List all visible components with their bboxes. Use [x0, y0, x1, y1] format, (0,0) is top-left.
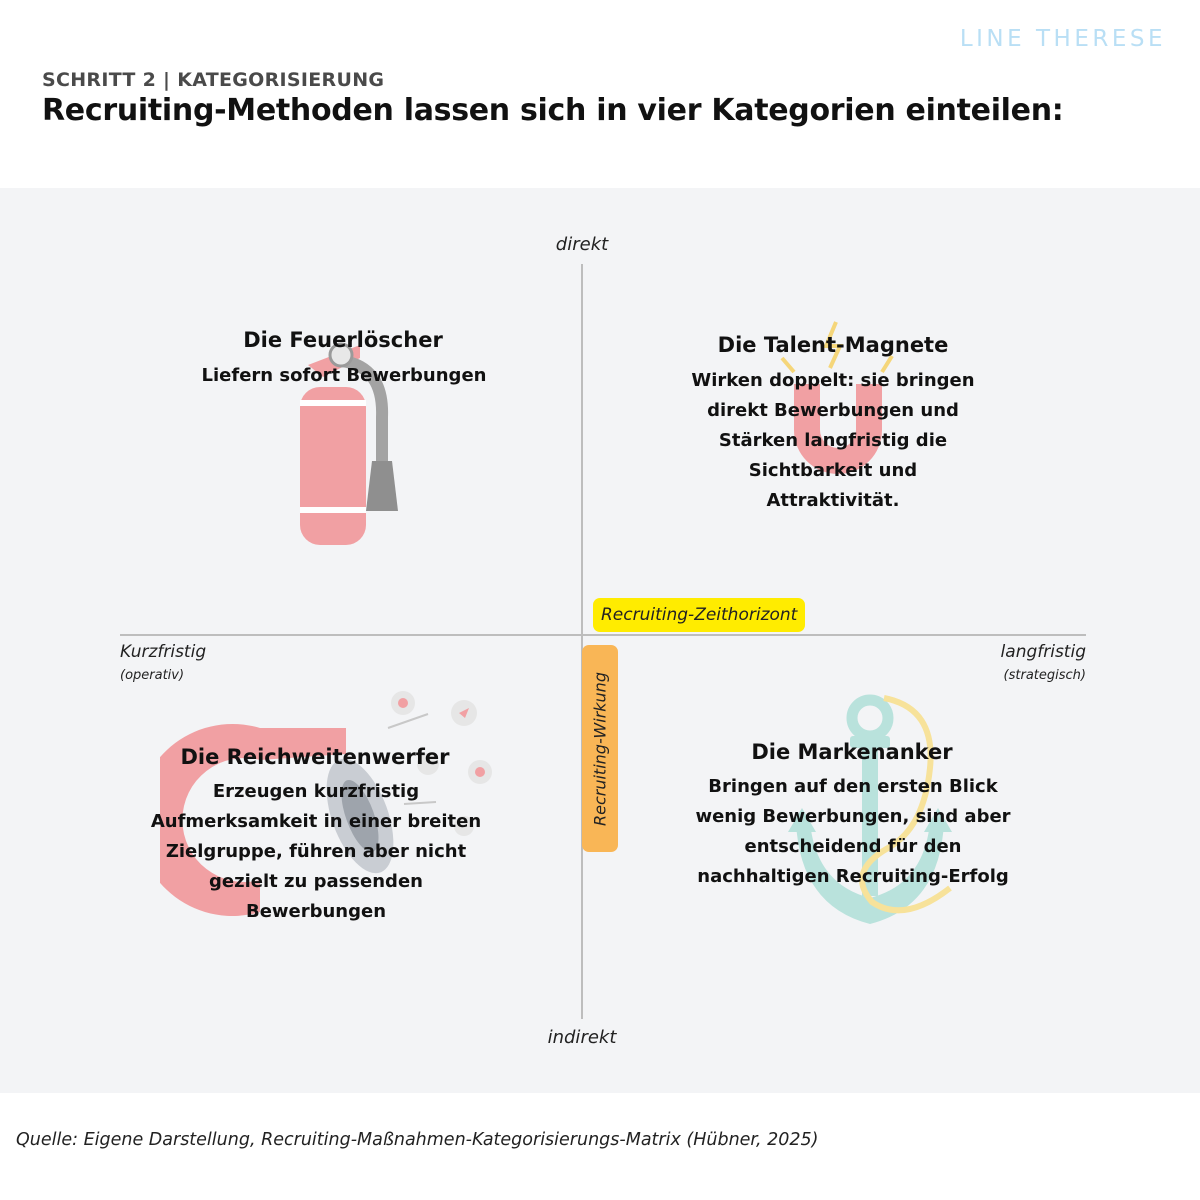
- badge-zeithorizont: Recruiting-Zeithorizont: [593, 598, 806, 632]
- source-note: Quelle: Eigene Darstellung, Recruiting-M…: [16, 1130, 819, 1150]
- axis-label-direkt: direkt: [555, 234, 609, 255]
- quadrant-title-reichweitenwerfer: Die Reichweitenwerfer: [180, 745, 450, 769]
- page-title: Recruiting-Methoden lassen sich in vier …: [42, 93, 1064, 128]
- quadrant-title-feuerloescher: Die Feuerlöscher: [243, 328, 443, 352]
- axis-sublabel-operativ: (operativ): [120, 668, 185, 683]
- quadrant-line: nachhaltigen Recruiting-Erfolg: [697, 866, 1009, 887]
- fire-extinguisher-icon: [300, 342, 398, 545]
- vertical-axis: [581, 264, 583, 1019]
- quadrant-line: entscheidend für den: [744, 836, 962, 857]
- quadrant-text-talent-magnete: Wirken doppelt: sie bringen direkt Bewer…: [643, 366, 1023, 516]
- axis-label-indirekt: indirekt: [547, 1027, 617, 1048]
- badge-wirkung: Recruiting-Wirkung: [582, 645, 618, 852]
- axis-label-langfristig: langfristig: [1000, 642, 1086, 662]
- badge-wirkung-label: Recruiting-Wirkung: [590, 671, 610, 826]
- quadrant-line: direkt Bewerbungen und: [707, 400, 959, 421]
- quadrant-line: Aufmerksamkeit in einer breiten: [150, 811, 482, 832]
- horizontal-axis: [120, 634, 1086, 636]
- quadrant-text-feuerloescher: Liefern sofort Bewerbungen: [154, 361, 534, 391]
- quadrant-line: Liefern sofort Bewerbungen: [201, 365, 487, 386]
- axis-label-kurzfristig: Kurzfristig: [120, 642, 207, 662]
- axis-sublabel-strategisch: (strategisch): [1003, 668, 1086, 683]
- quadrant-line: Bewerbungen: [245, 901, 387, 922]
- matrix-panel: [0, 188, 1200, 1093]
- quadrant-line: Sichtbarkeit und: [748, 460, 918, 481]
- quadrant-line: Wirken doppelt: sie bringen: [691, 370, 975, 391]
- quadrant-text-reichweitenwerfer: Erzeugen kurzfristig Aufmerksamkeit in e…: [116, 777, 516, 927]
- brand-logo: LINE THERESE: [959, 26, 1166, 52]
- quadrant-line: Stärken langfristig die: [718, 430, 948, 451]
- quadrant-line: Erzeugen kurzfristig: [212, 781, 420, 802]
- quadrant-line: gezielt zu passenden: [209, 871, 423, 892]
- quadrant-title-talent-magnete: Die Talent-Magnete: [717, 333, 949, 357]
- quadrant-text-markenanker: Bringen auf den ersten Blick wenig Bewer…: [653, 772, 1053, 892]
- anchor-icon: [788, 694, 952, 924]
- quadrant-line: Zielgruppe, führen aber nicht: [165, 841, 467, 862]
- quadrant-title-markenanker: Die Markenanker: [751, 740, 953, 764]
- step-label: SCHRITT 2 | KATEGORISIERUNG: [42, 69, 385, 91]
- magnet-icon: [780, 321, 894, 474]
- quadrant-line: Attraktivität.: [766, 490, 900, 511]
- quadrant-line: wenig Bewerbungen, sind aber: [695, 806, 1011, 827]
- megaphone-icon: [160, 691, 492, 916]
- quadrant-line: Bringen auf den ersten Blick: [708, 776, 998, 797]
